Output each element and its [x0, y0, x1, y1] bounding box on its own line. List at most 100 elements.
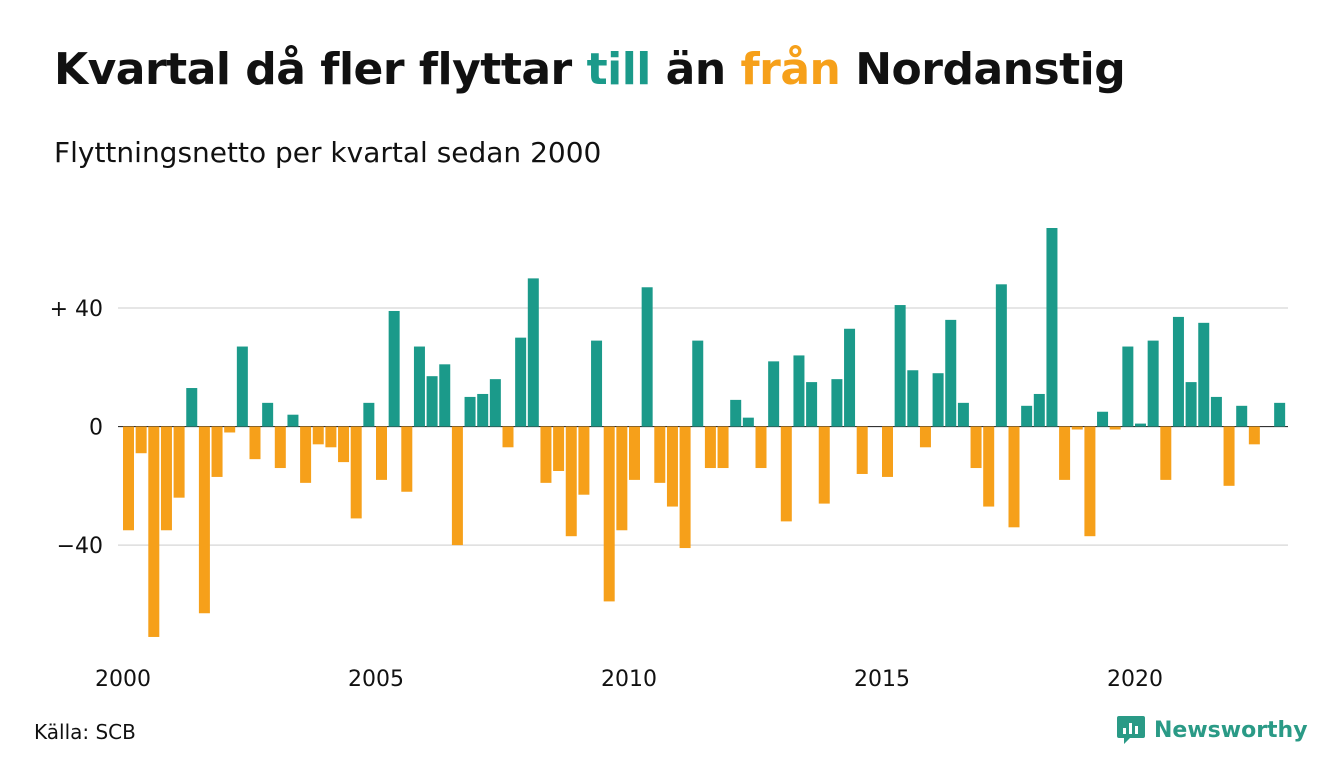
brand-name: Newsworthy — [1154, 717, 1308, 743]
bar — [173, 426, 185, 498]
bar — [641, 287, 653, 427]
bar — [717, 426, 729, 469]
bar — [742, 417, 754, 427]
bar — [818, 426, 830, 504]
bar — [1198, 322, 1210, 427]
bar — [882, 426, 893, 477]
bar — [1021, 405, 1033, 427]
bar — [1097, 411, 1109, 427]
bar — [1223, 426, 1235, 486]
bar — [224, 426, 236, 433]
x-tick-label: 2000 — [95, 667, 151, 692]
bar — [426, 376, 438, 427]
title-fran: från — [740, 44, 841, 95]
bar — [236, 346, 248, 427]
bar — [376, 426, 387, 480]
bar — [527, 278, 539, 427]
chart-subtitle: Flyttningsnetto per kvartal sedan 2000 — [54, 136, 602, 169]
bar — [515, 337, 527, 427]
x-tick-label: 2015 — [854, 667, 910, 692]
title-part-1: Kvartal då fler flyttar — [54, 44, 587, 95]
x-tick-label: 2020 — [1107, 667, 1163, 692]
bar — [907, 370, 919, 427]
newsworthy-logo-icon — [1117, 716, 1145, 744]
bar — [300, 426, 312, 483]
bar — [413, 346, 425, 427]
x-tick-label: 2005 — [348, 667, 404, 692]
bar — [704, 426, 716, 469]
bar — [338, 426, 350, 463]
bar — [439, 364, 451, 427]
bar — [148, 426, 160, 637]
bar — [262, 402, 274, 427]
bar — [780, 426, 792, 522]
bar — [1135, 423, 1146, 427]
bar — [1084, 426, 1096, 537]
bar — [388, 310, 400, 427]
bar — [983, 426, 995, 507]
bar-chart: + 40 0 −40 2000 2005 2010 2015 2020 — [50, 228, 1288, 692]
bar — [123, 426, 134, 531]
bar — [1172, 316, 1184, 427]
newsworthy-logo: Newsworthy — [1116, 714, 1308, 746]
bar — [1210, 396, 1222, 427]
bar — [211, 426, 223, 477]
bar — [1185, 382, 1197, 427]
y-tick-label: + 40 — [50, 297, 103, 322]
bar — [806, 382, 818, 427]
chart-title: Kvartal då fler flyttar till än från Nor… — [54, 44, 1126, 95]
source-note: Källa: SCB — [34, 720, 136, 744]
y-tick-label: −40 — [57, 534, 103, 559]
bar — [1274, 402, 1286, 427]
x-tick-label: 2010 — [601, 667, 657, 692]
bar — [401, 426, 413, 492]
bar — [793, 355, 805, 427]
bar — [274, 426, 286, 469]
bar — [565, 426, 577, 537]
bar — [1147, 340, 1159, 427]
bar — [1033, 393, 1045, 427]
bar — [894, 305, 906, 427]
bar — [1109, 426, 1121, 430]
bar — [1122, 346, 1134, 427]
bar — [198, 426, 210, 614]
bar — [1160, 426, 1172, 480]
bar — [1059, 426, 1071, 480]
bar — [932, 373, 944, 427]
bar — [856, 426, 868, 474]
title-till: till — [586, 44, 652, 95]
bar — [489, 379, 501, 427]
bar — [363, 402, 375, 427]
bar — [350, 426, 362, 519]
y-tick-label: 0 — [89, 416, 103, 441]
title-part-5: Nordanstig — [840, 44, 1126, 95]
bar — [186, 388, 198, 427]
bar — [957, 402, 969, 427]
bar — [477, 393, 489, 427]
bar — [616, 426, 628, 531]
bar — [1008, 426, 1020, 528]
bar — [540, 426, 552, 483]
bar — [831, 379, 843, 427]
bar — [502, 426, 514, 448]
bar — [325, 426, 337, 448]
bar — [1236, 405, 1248, 427]
bar — [578, 426, 590, 495]
title-part-3: än — [650, 44, 741, 95]
bar — [603, 426, 615, 602]
bar — [730, 399, 742, 427]
bar — [1248, 426, 1260, 445]
bar — [160, 426, 172, 531]
bar — [287, 414, 299, 427]
bar — [1046, 228, 1058, 427]
bar — [970, 426, 982, 469]
bar — [312, 426, 324, 445]
bar — [768, 361, 780, 427]
bar — [995, 284, 1007, 427]
bar — [464, 396, 476, 427]
bar — [654, 426, 666, 483]
bar — [553, 426, 565, 471]
bar — [1071, 426, 1083, 430]
bar — [919, 426, 931, 448]
bar — [679, 426, 691, 549]
